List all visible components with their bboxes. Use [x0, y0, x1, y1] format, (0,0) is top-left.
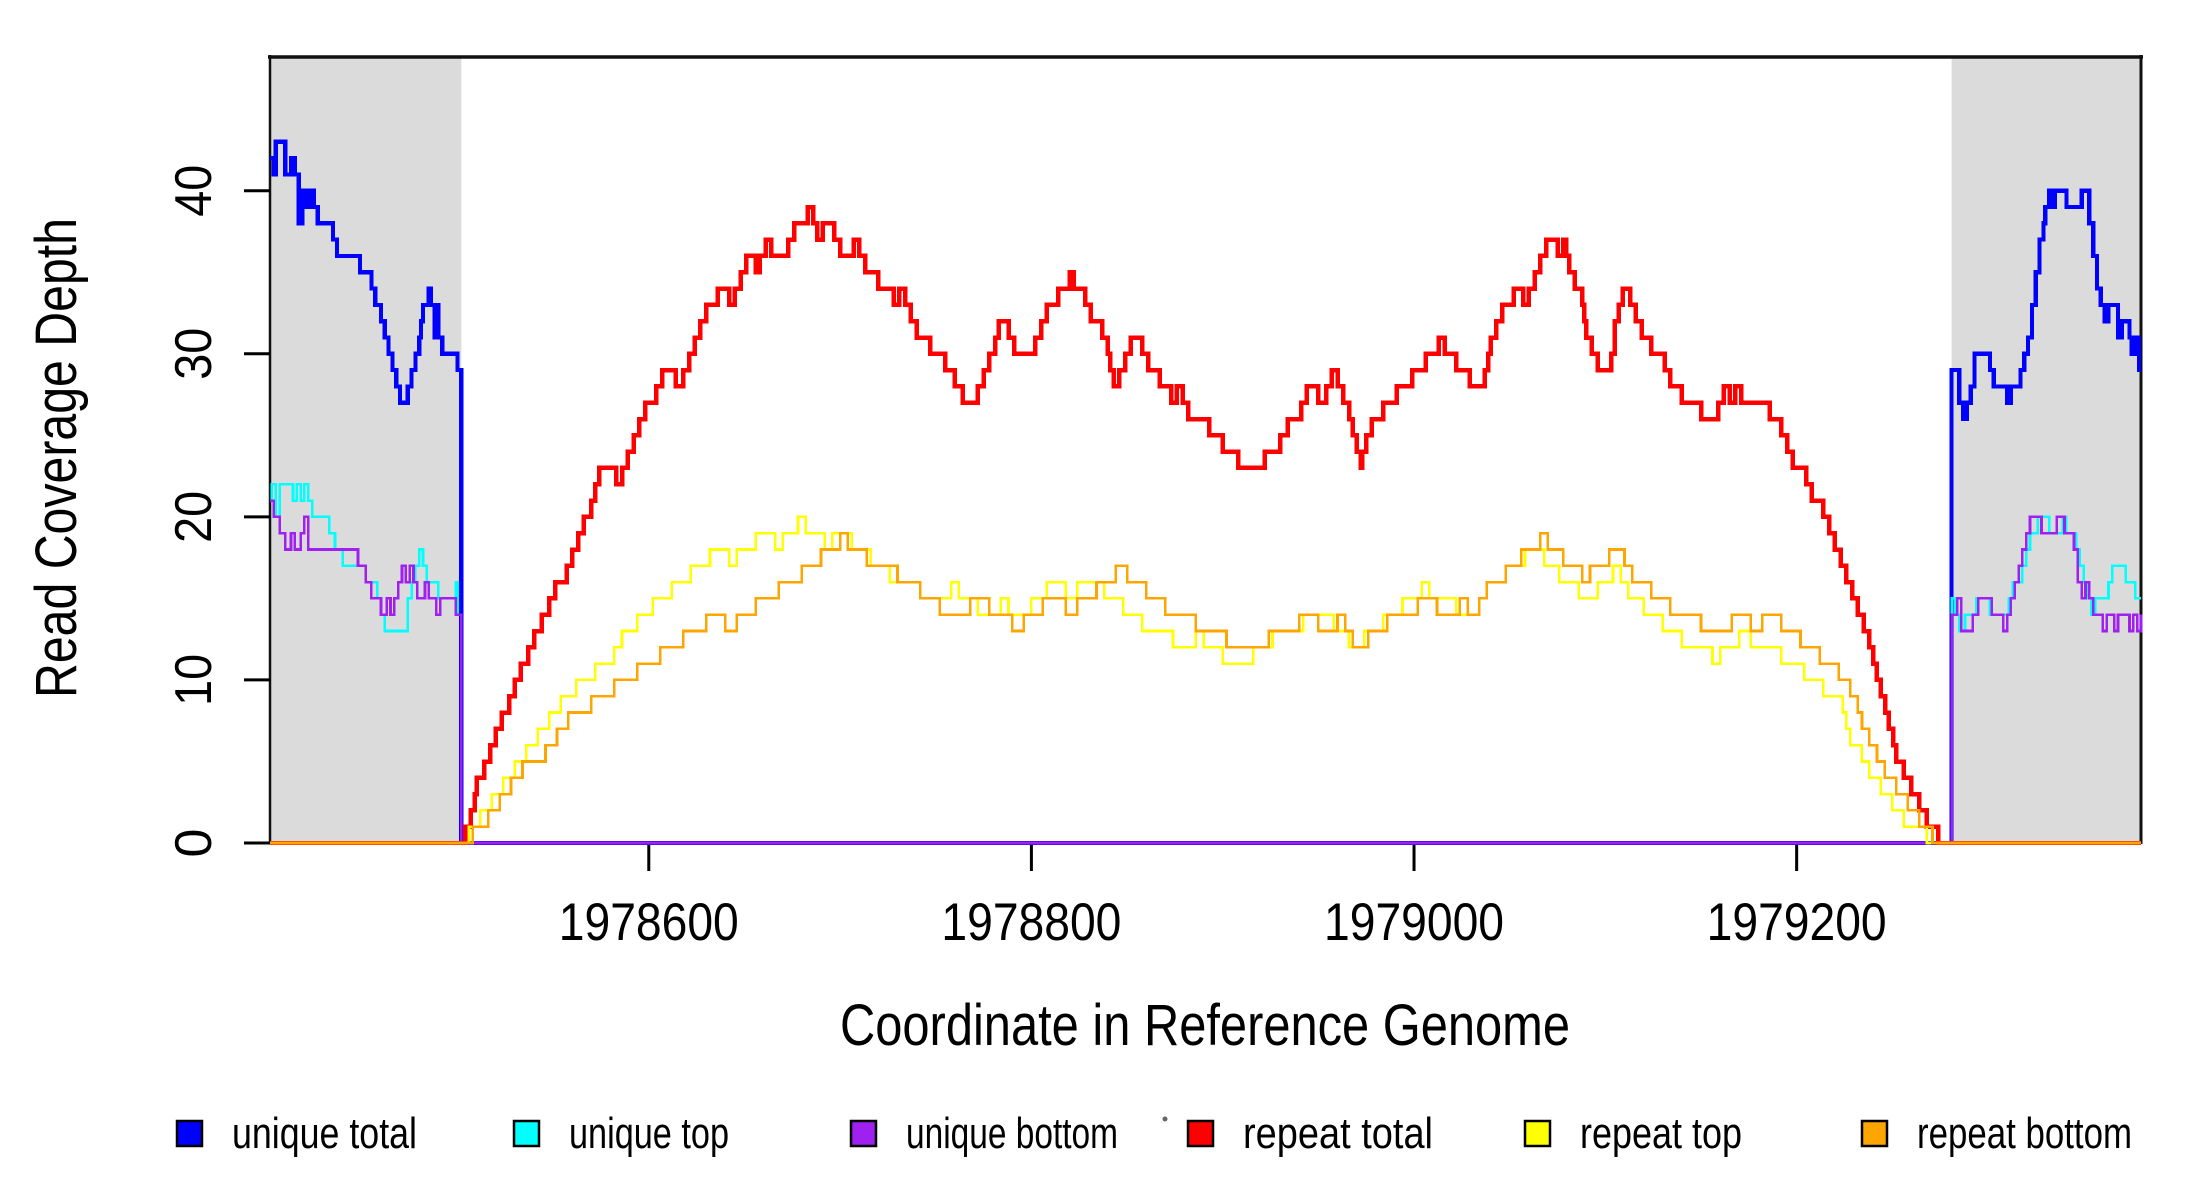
legend-label: unique top [569, 1109, 729, 1158]
legend-item-repeat-bottom: repeat bottom [1860, 1109, 2132, 1158]
axes: 0 10 20 30 40 1978600 1978800 1979000 1979200 [165, 55, 2143, 952]
shaded-regions [270, 57, 2141, 843]
series-unique-total [270, 139, 2142, 845]
x-tick-label: 1978800 [941, 893, 1121, 952]
series-unique-bottom [270, 499, 2143, 845]
x-tick-label: 1978600 [559, 893, 739, 952]
legend-label: repeat total [1243, 1109, 1433, 1158]
legend-item-unique-bottom: unique bottom [849, 1109, 1118, 1158]
y-tick-label: 30 [165, 328, 223, 380]
legend-item-repeat-total: repeat total [1186, 1109, 1433, 1158]
x-tick-label: 1979000 [1324, 893, 1504, 952]
legend-item-unique-top: unique top [512, 1109, 729, 1158]
legend: unique total unique top unique bottom repea… [175, 1109, 2132, 1158]
legend-swatch [1523, 1119, 1552, 1148]
y-tick-label: 0 [165, 829, 223, 858]
legend-swatch [175, 1119, 204, 1148]
y-axis-title: Read Coverage Depth [24, 218, 89, 698]
shaded-region [270, 57, 462, 843]
stray-mark [1162, 1116, 1168, 1122]
series-lines [270, 139, 2143, 845]
legend-swatch [1860, 1119, 1889, 1148]
legend-label: repeat top [1580, 1109, 1742, 1158]
legend-swatch [512, 1119, 541, 1148]
legend-label: unique bottom [906, 1109, 1118, 1158]
series-repeat-top [270, 515, 2141, 845]
y-tick-label: 40 [165, 165, 223, 217]
y-tick-label: 20 [165, 491, 223, 543]
legend-swatch [849, 1119, 878, 1148]
series-repeat-total [270, 204, 2141, 845]
x-axis-title: Coordinate in Reference Genome [840, 993, 1570, 1058]
y-tick-label: 10 [165, 654, 223, 706]
legend-item-repeat-top: repeat top [1523, 1109, 1742, 1158]
legend-swatch [1186, 1119, 1215, 1148]
legend-label: repeat bottom [1917, 1109, 2132, 1158]
legend-item-unique-total: unique total [175, 1109, 417, 1158]
shaded-region [1951, 57, 2141, 843]
series-repeat-bottom [270, 531, 2141, 845]
x-tick-label: 1979200 [1707, 893, 1887, 952]
legend-label: unique total [232, 1109, 417, 1158]
series-unique-top [270, 482, 2141, 845]
